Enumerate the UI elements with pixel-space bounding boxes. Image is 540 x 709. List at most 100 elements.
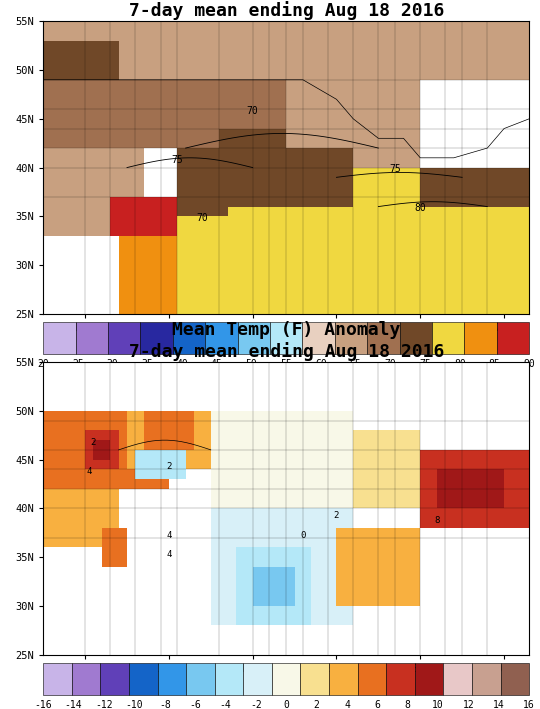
Bar	[43, 411, 169, 489]
Bar	[43, 80, 219, 148]
Bar	[110, 206, 136, 226]
Text: 4: 4	[166, 530, 172, 540]
Text: 75: 75	[419, 359, 431, 369]
Text: -16: -16	[35, 700, 52, 709]
Bar	[219, 80, 353, 128]
Bar	[302, 322, 335, 354]
Bar	[464, 322, 497, 354]
Text: -10: -10	[125, 700, 143, 709]
Bar	[85, 430, 119, 469]
Text: 85: 85	[489, 359, 501, 369]
Bar	[400, 322, 432, 354]
Bar	[367, 322, 400, 354]
Text: 4: 4	[166, 550, 172, 559]
Bar	[93, 440, 110, 459]
Bar	[177, 216, 253, 314]
Bar	[244, 663, 272, 695]
Bar	[136, 450, 186, 479]
Bar	[236, 547, 312, 625]
Text: 25: 25	[72, 359, 84, 369]
Text: 20: 20	[37, 359, 49, 369]
Bar	[415, 663, 443, 695]
Bar	[386, 663, 415, 695]
Bar	[501, 663, 529, 695]
Bar	[127, 411, 211, 469]
Bar	[432, 322, 464, 354]
Bar	[357, 663, 386, 695]
Bar	[270, 322, 302, 354]
Text: 75: 75	[171, 155, 183, 164]
Bar	[227, 206, 286, 314]
Bar	[102, 528, 127, 567]
Bar	[420, 450, 529, 528]
Title: Mean Temperature (F)
7-day mean ending Aug 18 2016: Mean Temperature (F) 7-day mean ending A…	[129, 0, 444, 20]
Bar	[173, 322, 205, 354]
Bar	[253, 567, 295, 606]
Bar	[472, 663, 501, 695]
Text: 2: 2	[166, 462, 172, 471]
Bar	[443, 663, 472, 695]
Bar	[286, 206, 336, 314]
Text: 12: 12	[463, 700, 474, 709]
Text: 8: 8	[434, 516, 440, 525]
Text: -12: -12	[95, 700, 113, 709]
Bar	[215, 663, 244, 695]
Text: 50: 50	[246, 359, 258, 369]
Bar	[177, 148, 227, 216]
Bar	[420, 167, 529, 206]
Text: 70: 70	[384, 359, 396, 369]
Bar	[140, 322, 173, 354]
Bar	[335, 322, 367, 354]
Text: -14: -14	[65, 700, 83, 709]
Text: 65: 65	[350, 359, 361, 369]
Bar	[336, 206, 529, 314]
Text: 70: 70	[247, 106, 259, 116]
Text: 40: 40	[176, 359, 188, 369]
Bar	[43, 663, 72, 695]
Bar	[238, 322, 270, 354]
Bar	[300, 663, 329, 695]
Bar	[43, 322, 76, 354]
Text: 4: 4	[86, 467, 92, 476]
Bar	[186, 663, 215, 695]
Bar	[43, 21, 529, 80]
Text: 60: 60	[315, 359, 327, 369]
Bar	[219, 128, 286, 148]
Text: 4: 4	[344, 700, 350, 709]
Bar	[76, 322, 108, 354]
Text: 16: 16	[523, 700, 535, 709]
Bar	[43, 489, 119, 547]
Text: 90: 90	[523, 359, 535, 369]
Text: 0: 0	[300, 530, 306, 540]
Text: 70: 70	[197, 213, 208, 223]
Text: 2: 2	[91, 438, 96, 447]
Text: -4: -4	[220, 700, 231, 709]
Bar	[205, 322, 238, 354]
Text: 80: 80	[414, 203, 426, 213]
Text: 30: 30	[107, 359, 118, 369]
Text: 55: 55	[280, 359, 292, 369]
Text: -8: -8	[159, 700, 171, 709]
Text: 75: 75	[389, 164, 401, 174]
Bar	[72, 663, 100, 695]
Bar	[119, 236, 177, 314]
Text: 35: 35	[141, 359, 153, 369]
Bar	[286, 167, 353, 206]
Bar	[110, 197, 177, 236]
Text: 14: 14	[493, 700, 505, 709]
Bar	[329, 663, 357, 695]
Bar	[211, 508, 353, 625]
Bar	[158, 663, 186, 695]
Text: -6: -6	[189, 700, 201, 709]
Bar	[43, 148, 144, 236]
Bar	[129, 663, 158, 695]
Bar	[108, 322, 140, 354]
Bar	[144, 411, 194, 450]
Text: 10: 10	[432, 700, 444, 709]
Bar	[437, 469, 504, 508]
Bar	[497, 322, 529, 354]
Bar	[353, 167, 420, 206]
Text: 45: 45	[211, 359, 222, 369]
Bar	[227, 148, 353, 206]
Text: 2: 2	[314, 700, 320, 709]
